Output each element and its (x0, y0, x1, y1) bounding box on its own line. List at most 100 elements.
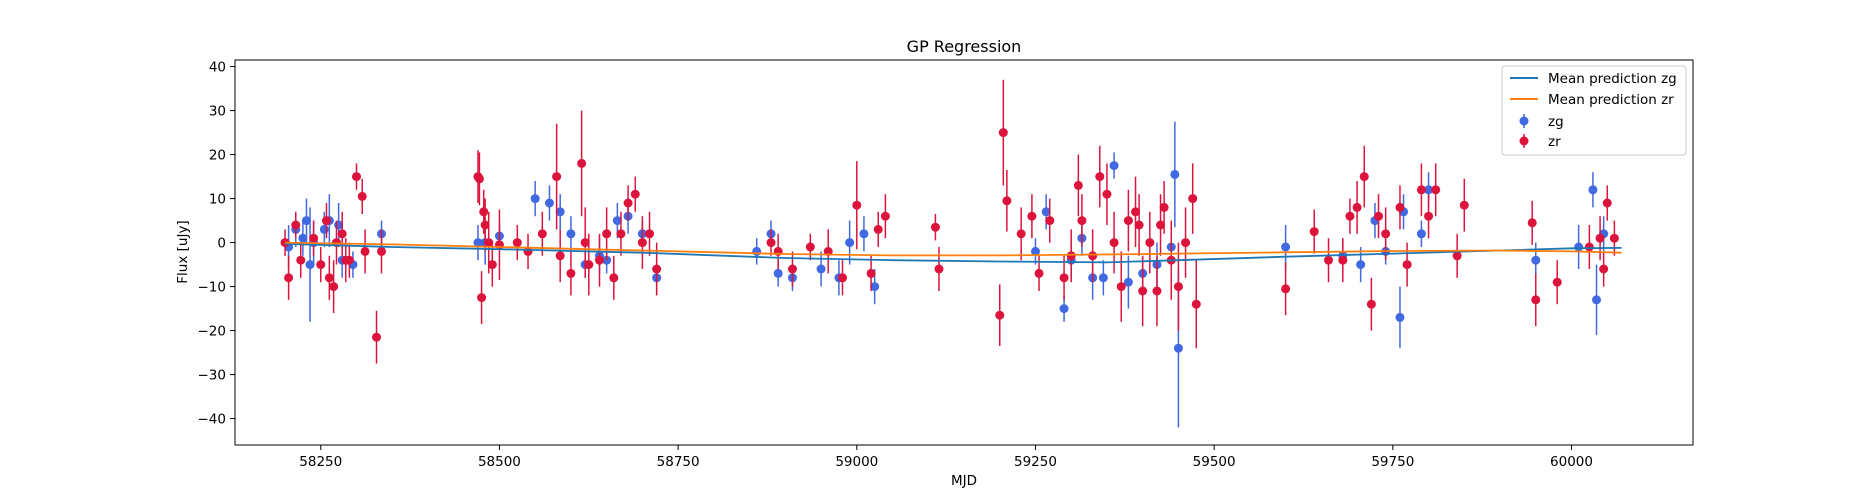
marker-zg (1170, 169, 1180, 179)
legend-label-mean-zr: Mean prediction zr (1548, 92, 1674, 108)
marker-zr (372, 332, 382, 342)
marker-zr (1077, 216, 1087, 226)
x-axis-label: MJD (951, 473, 977, 489)
marker-zr (309, 233, 319, 243)
marker-zr (377, 246, 387, 256)
marker-zr (1152, 286, 1162, 296)
marker-zr (766, 238, 776, 248)
marker-zr (1116, 282, 1126, 292)
marker-zr (1452, 251, 1462, 261)
marker-zr (1416, 185, 1426, 195)
marker-zr (1324, 255, 1333, 265)
y-tick-label: 10 (209, 192, 226, 208)
marker-zg (1531, 255, 1541, 265)
marker-zr (1073, 180, 1083, 190)
marker-zr (316, 260, 326, 270)
marker-zr (1123, 216, 1133, 226)
marker-zr (637, 238, 647, 248)
marker-zr (1102, 189, 1112, 199)
marker-zr (1374, 211, 1384, 221)
marker-zg (1281, 242, 1291, 252)
x-tick-label: 58750 (657, 454, 700, 470)
x-tick-label: 58500 (478, 454, 521, 470)
marker-zr (630, 189, 640, 199)
marker-zg (1030, 246, 1040, 256)
marker-zr (1173, 282, 1183, 292)
marker-zr (1188, 194, 1198, 204)
y-tick-label: 30 (209, 104, 226, 120)
y-axis-ticks: −40 −30 −20 −10 0 10 20 30 40 (198, 60, 235, 428)
marker-zg (544, 198, 554, 208)
marker-zg (1588, 185, 1598, 195)
marker-zr (880, 211, 890, 221)
marker-zr (580, 238, 590, 248)
marker-zr (344, 255, 354, 265)
marker-zr (1595, 233, 1605, 243)
marker-zg (319, 224, 329, 234)
marker-zr (1552, 277, 1562, 287)
mean-prediction-zr-line (284, 241, 1622, 257)
marker-zr (602, 229, 612, 239)
marker-zr (1602, 198, 1612, 208)
legend-label-zr: zr (1548, 134, 1561, 150)
y-tick-label: 40 (209, 60, 226, 76)
x-axis-ticks: 58250 58500 58750 59000 59250 59500 59750 60000 (299, 445, 1593, 470)
marker-zr (652, 264, 662, 274)
y-tick-label: −10 (198, 280, 227, 296)
marker-zg (566, 229, 576, 239)
y-tick-label: −20 (198, 324, 227, 340)
marker-zr (291, 220, 301, 230)
marker-zr (296, 255, 306, 265)
marker-zg (612, 216, 622, 226)
marker-zg (301, 216, 311, 226)
marker-zr (566, 268, 576, 278)
marker-zg (555, 207, 565, 217)
marker-zr (360, 246, 370, 256)
marker-zg (1416, 229, 1426, 239)
marker-zg (816, 264, 826, 274)
marker-zr (873, 224, 883, 234)
marker-zg (1424, 185, 1434, 195)
marker-zr (477, 293, 487, 303)
legend-box (1501, 65, 1687, 156)
marker-zr (337, 229, 347, 239)
marker-zg (1059, 304, 1069, 314)
marker-zr (329, 282, 339, 292)
marker-zr (577, 158, 587, 168)
marker-zr (852, 200, 862, 210)
plot-frame (234, 59, 1694, 446)
marker-zr (1338, 255, 1348, 265)
marker-zr (1395, 202, 1405, 212)
plot-area (235, 60, 1693, 445)
marker-zg (1592, 295, 1602, 305)
legend-label-mean-zg: Mean prediction zg (1548, 71, 1677, 87)
marker-zr (555, 251, 565, 261)
marker-zg (870, 282, 880, 292)
marker-zr (1002, 196, 1012, 206)
marker-zr (1527, 218, 1537, 228)
marker-zr (1584, 242, 1594, 252)
marker-zg (1173, 343, 1183, 353)
x-tick-label: 60000 (1550, 454, 1593, 470)
marker-zr (1145, 238, 1155, 248)
marker-zg (1098, 273, 1108, 283)
marker-zr (616, 229, 626, 239)
marker-zr (1059, 273, 1069, 283)
marker-zg (845, 238, 855, 248)
marker-zr (1138, 286, 1148, 296)
mean-prediction-lines (284, 241, 1622, 264)
marker-zr (512, 238, 522, 248)
marker-zr (480, 220, 490, 230)
marker-zg (1395, 312, 1405, 322)
marker-zr (1531, 295, 1541, 305)
marker-zg (1574, 242, 1584, 252)
marker-zr (930, 222, 940, 232)
marker-zr (1134, 220, 1144, 230)
marker-zg (1109, 161, 1119, 171)
x-tick-label: 59250 (1014, 454, 1057, 470)
x-tick-label: 58250 (299, 454, 342, 470)
marker-zr (284, 273, 294, 283)
marker-zr (1027, 211, 1037, 221)
x-tick-label: 59500 (1193, 454, 1236, 470)
